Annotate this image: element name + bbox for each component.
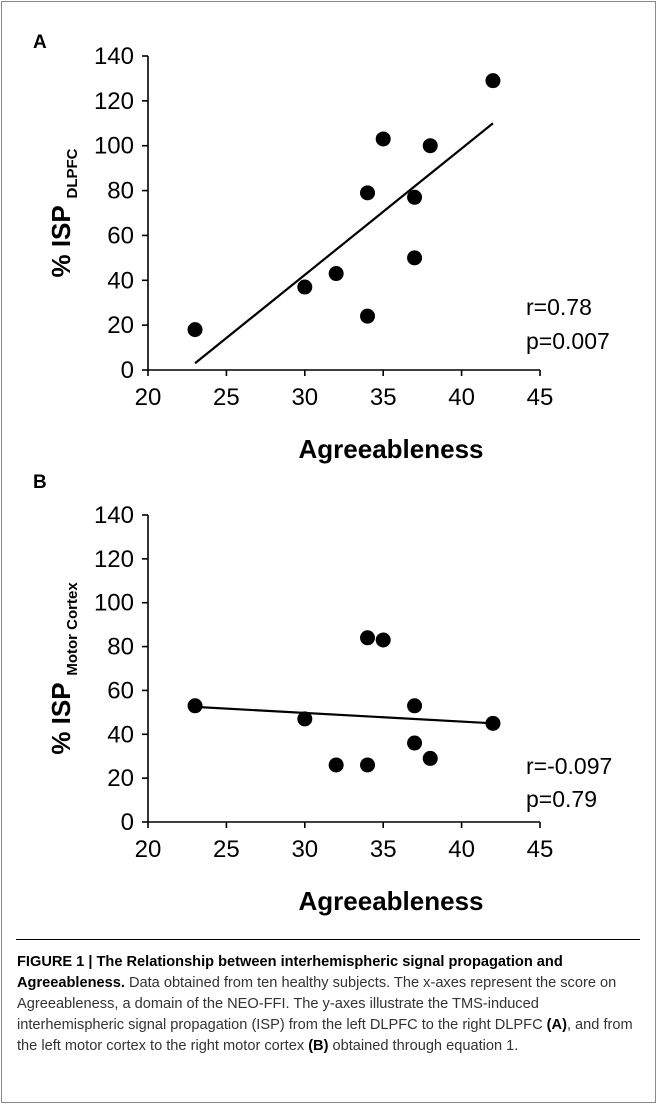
y-tick-label: 120 xyxy=(94,88,134,115)
caption-ref-b: (B) xyxy=(308,1038,329,1054)
data-point xyxy=(407,250,423,266)
x-tick-label: 35 xyxy=(370,384,397,411)
data-point xyxy=(360,185,376,201)
data-point xyxy=(297,279,313,295)
y-tick-label: 100 xyxy=(94,133,134,160)
x-tick-label: 45 xyxy=(527,384,554,411)
correlation-p-label: p=0.79 xyxy=(526,786,597,812)
correlation-r-label: r=-0.097 xyxy=(526,753,612,779)
caption-heading: FIGURE 1 | The Relationship between inte… xyxy=(17,954,563,991)
data-point xyxy=(422,138,438,154)
x-tick-label: 30 xyxy=(291,836,318,863)
figure-caption: FIGURE 1 | The Relationship between inte… xyxy=(17,952,645,1057)
panel-letter: A xyxy=(33,32,47,53)
y-tick-label: 0 xyxy=(121,357,134,384)
y-tick-label: 140 xyxy=(94,43,134,70)
data-point xyxy=(407,735,423,751)
data-point xyxy=(407,189,423,205)
trendline xyxy=(194,122,494,365)
y-axis-title-subscript: Motor Cortex xyxy=(64,582,81,676)
caption-body-2: , and from the left motor cortex to the … xyxy=(17,1017,633,1054)
y-axis-title: % ISP DLPFC xyxy=(46,148,81,277)
y-axis-title-subscript: DLPFC xyxy=(64,148,81,198)
x-tick-label: 20 xyxy=(135,836,162,863)
x-tick-label: 40 xyxy=(448,836,475,863)
y-tick-label: 80 xyxy=(107,178,134,205)
data-point xyxy=(375,632,391,648)
data-point xyxy=(360,630,376,646)
caption-body-3: obtained through equation 1. xyxy=(328,1038,519,1054)
data-point xyxy=(187,698,203,714)
data-point xyxy=(485,715,501,731)
y-tick-label: 60 xyxy=(107,222,134,249)
y-tick-label: 60 xyxy=(107,677,134,704)
y-tick-label: 20 xyxy=(107,312,134,339)
y-tick-label: 40 xyxy=(107,267,134,294)
correlation-p-label: p=0.007 xyxy=(526,328,610,354)
y-axis-title-main: % ISP xyxy=(46,676,76,755)
x-axis-title: Agreeableness xyxy=(299,886,484,916)
data-point xyxy=(360,308,376,324)
data-point xyxy=(328,757,344,773)
correlation-r-label: r=0.78 xyxy=(526,294,592,320)
x-axis-title: Agreeableness xyxy=(299,434,484,464)
y-tick-label: 140 xyxy=(94,502,134,529)
trendline xyxy=(194,705,494,725)
data-point xyxy=(328,266,344,282)
data-point xyxy=(375,131,391,147)
caption-ref-a: (A) xyxy=(546,1017,567,1033)
x-tick-label: 25 xyxy=(213,836,240,863)
data-point xyxy=(297,711,313,727)
data-point xyxy=(360,757,376,773)
caption-body-1: Data obtained from ten healthy subjects.… xyxy=(17,975,617,1033)
x-tick-label: 30 xyxy=(291,384,318,411)
data-point xyxy=(422,750,438,766)
y-axis-title-main: % ISP xyxy=(46,198,76,277)
y-tick-label: 120 xyxy=(94,546,134,573)
y-axis-title: % ISP Motor Cortex xyxy=(46,582,81,755)
panel-letter: B xyxy=(33,472,47,493)
x-tick-label: 45 xyxy=(527,836,554,863)
y-tick-label: 0 xyxy=(121,809,134,836)
y-tick-label: 40 xyxy=(107,721,134,748)
x-tick-label: 35 xyxy=(370,836,397,863)
y-tick-label: 100 xyxy=(94,590,134,617)
caption-separator xyxy=(16,939,640,940)
x-tick-label: 40 xyxy=(448,384,475,411)
x-tick-label: 20 xyxy=(135,384,162,411)
data-point xyxy=(407,698,423,714)
x-tick-label: 25 xyxy=(213,384,240,411)
y-tick-label: 20 xyxy=(107,765,134,792)
data-point xyxy=(485,73,501,89)
data-point xyxy=(187,322,203,338)
y-tick-label: 80 xyxy=(107,634,134,661)
